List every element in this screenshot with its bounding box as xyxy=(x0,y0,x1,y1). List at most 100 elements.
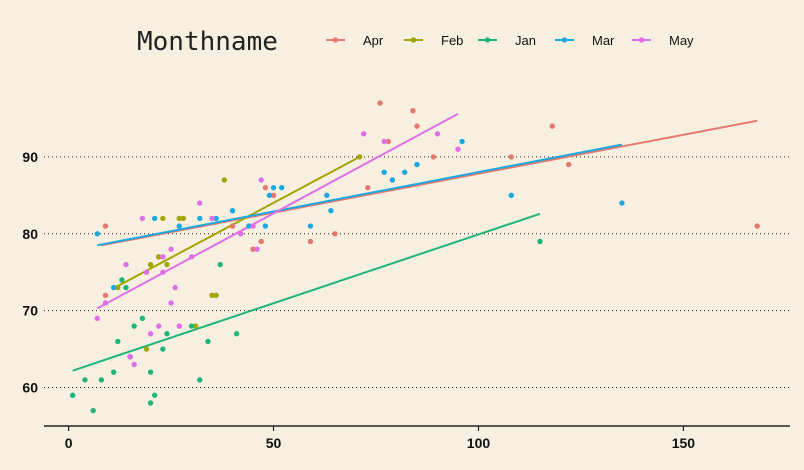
legend-item-may: May xyxy=(632,33,694,48)
data-point-may xyxy=(94,315,100,322)
data-point-mar xyxy=(381,169,387,175)
legend-item-jan: Jan xyxy=(478,33,536,48)
x-tick-label: 150 xyxy=(672,435,696,451)
data-point-jan xyxy=(164,331,170,337)
data-point-may xyxy=(238,231,244,237)
data-point-jan xyxy=(115,338,121,345)
data-point-may xyxy=(455,146,461,152)
data-point-mar xyxy=(197,215,203,222)
data-point-mar xyxy=(94,231,100,237)
data-point-may xyxy=(131,361,137,368)
data-point-mar xyxy=(459,138,465,145)
data-point-jan xyxy=(188,323,195,329)
legend-key-point xyxy=(484,37,491,43)
data-point-jan xyxy=(233,331,240,337)
data-point-may xyxy=(143,269,150,275)
data-point-mar xyxy=(213,215,219,222)
trend-line-may xyxy=(96,112,459,310)
y-tick-label: 90 xyxy=(22,149,38,165)
data-point-jan xyxy=(205,338,211,345)
data-point-apr xyxy=(250,246,256,252)
data-point-jan xyxy=(139,315,146,322)
legend-label: May xyxy=(669,33,694,48)
data-point-feb xyxy=(213,292,219,298)
data-point-jan xyxy=(110,369,117,375)
data-point-apr xyxy=(430,154,437,160)
data-point-may xyxy=(139,215,146,222)
data-point-may xyxy=(160,269,166,275)
data-point-mar xyxy=(508,192,514,199)
data-point-mar xyxy=(246,223,252,229)
data-point-jan xyxy=(82,377,88,383)
data-point-apr xyxy=(102,223,109,229)
data-point-apr xyxy=(385,138,392,145)
data-point-jan xyxy=(160,346,166,352)
data-point-feb xyxy=(160,215,166,222)
y-tick-label: 70 xyxy=(22,303,38,319)
data-point-mar xyxy=(176,223,182,229)
data-point-feb xyxy=(180,215,187,222)
data-point-mar xyxy=(328,208,334,214)
data-points xyxy=(69,100,760,414)
data-point-mar xyxy=(270,184,277,191)
data-point-apr xyxy=(414,123,420,129)
data-point-apr xyxy=(377,100,383,106)
data-point-may xyxy=(156,323,162,329)
data-point-jan xyxy=(98,377,105,383)
data-point-mar xyxy=(110,284,117,291)
trend-line-feb xyxy=(117,156,361,287)
data-point-may xyxy=(123,261,129,268)
data-point-may xyxy=(102,300,109,306)
data-point-feb xyxy=(115,284,121,291)
data-point-mar xyxy=(266,192,273,199)
data-point-may xyxy=(127,354,133,360)
data-point-apr xyxy=(262,184,269,191)
data-point-may xyxy=(250,223,256,229)
data-point-feb xyxy=(356,154,363,160)
trend-lines xyxy=(72,112,758,372)
data-point-may xyxy=(258,177,264,183)
data-point-feb xyxy=(221,177,228,183)
legend-label: Feb xyxy=(441,33,463,48)
data-point-apr xyxy=(258,238,264,245)
data-point-jan xyxy=(119,277,125,283)
data-point-feb xyxy=(143,346,150,352)
data-point-may xyxy=(147,331,154,337)
data-point-jan xyxy=(69,392,76,398)
legend-item-apr: Apr xyxy=(326,33,384,48)
data-point-may xyxy=(188,254,195,260)
data-point-jan xyxy=(197,377,203,383)
data-point-apr xyxy=(307,238,314,245)
data-point-mar xyxy=(619,200,625,206)
data-point-mar xyxy=(414,161,420,168)
legend-label: Apr xyxy=(363,33,384,48)
data-point-may xyxy=(254,246,260,252)
data-point-apr xyxy=(102,292,109,298)
legend-key-point xyxy=(638,37,645,43)
legend-key-point xyxy=(561,37,568,43)
x-tick-label: 0 xyxy=(65,435,73,451)
data-point-apr xyxy=(410,108,416,114)
data-point-mar xyxy=(262,223,269,229)
data-point-feb xyxy=(156,254,162,260)
data-point-feb xyxy=(209,292,215,298)
trend-line-jan xyxy=(72,212,541,372)
data-point-jan xyxy=(537,238,543,245)
legend-title: Monthname xyxy=(137,27,278,57)
data-point-mar xyxy=(151,215,158,222)
data-point-mar xyxy=(307,223,314,229)
data-point-feb xyxy=(164,261,170,268)
data-point-may xyxy=(160,254,166,260)
axes: 0 50 100 150 60 70 80 90 xyxy=(22,149,790,451)
data-point-jan xyxy=(123,284,129,291)
data-point-apr xyxy=(332,231,338,237)
legend-key-point xyxy=(332,37,339,43)
data-point-apr xyxy=(549,123,555,129)
data-point-apr xyxy=(365,184,371,191)
data-point-feb xyxy=(147,261,154,268)
y-tick-label: 80 xyxy=(22,226,38,242)
data-point-mar xyxy=(279,184,285,191)
y-tick-label: 60 xyxy=(22,380,38,396)
legend-label: Jan xyxy=(515,33,536,48)
